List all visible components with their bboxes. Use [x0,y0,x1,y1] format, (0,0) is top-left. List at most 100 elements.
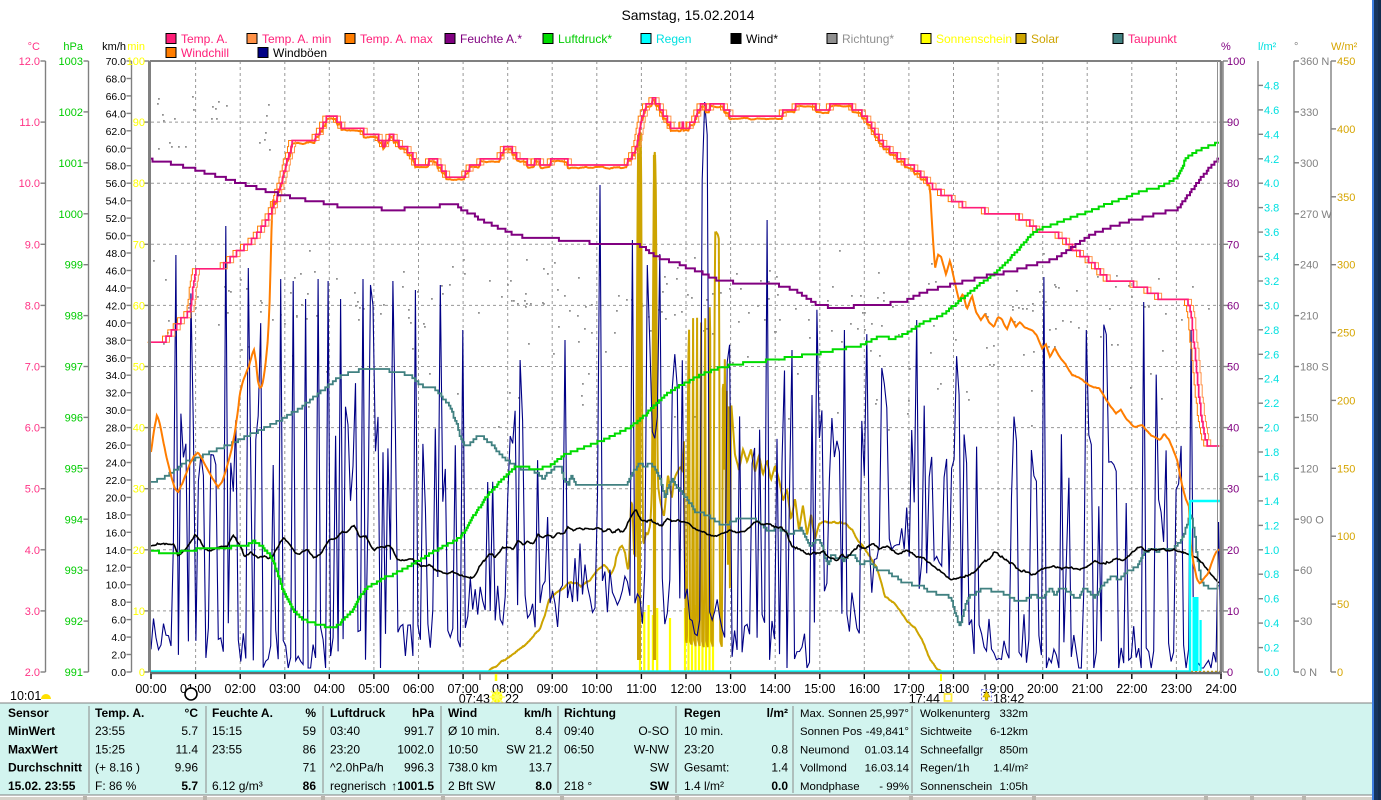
svg-text:06:00: 06:00 [403,682,434,696]
svg-text:23:55: 23:55 [95,724,125,738]
svg-text:60: 60 [133,300,145,312]
svg-text:30.0: 30.0 [106,405,127,417]
svg-text:Wind*: Wind* [746,32,778,46]
svg-text:04:00: 04:00 [314,682,345,696]
svg-text:30: 30 [1300,616,1312,628]
svg-text:300: 300 [1300,158,1318,170]
svg-text:66.0: 66.0 [106,91,127,103]
svg-text:6.0: 6.0 [111,615,126,627]
svg-text:71: 71 [303,761,317,775]
svg-text:Sonnenschein: Sonnenschein [936,32,1012,46]
svg-text:0.2: 0.2 [1264,643,1279,655]
svg-text:0.6: 0.6 [1264,594,1279,606]
svg-text:2.2: 2.2 [1264,398,1279,410]
svg-text:02:00: 02:00 [225,682,256,696]
svg-text:58.0: 58.0 [106,161,127,173]
svg-text:80: 80 [133,178,145,190]
svg-text:8.0: 8.0 [535,779,552,793]
svg-text:Vollmond: Vollmond [800,763,847,775]
svg-text:20: 20 [1227,545,1239,557]
svg-text:3.8: 3.8 [1264,203,1279,215]
svg-text:300: 300 [1337,260,1355,272]
svg-text:Durchschnitt: Durchschnitt [8,761,82,775]
svg-text:86: 86 [303,779,317,793]
svg-text:7.0: 7.0 [25,362,40,374]
svg-text:34.0: 34.0 [106,370,127,382]
svg-text:1.4: 1.4 [1264,496,1279,508]
svg-text:Sonnen Pos: Sonnen Pos [800,726,862,738]
svg-text:850m: 850m [1000,744,1029,756]
svg-text:Schneefallgr: Schneefallgr [920,744,984,756]
svg-text:2.0: 2.0 [1264,423,1279,435]
svg-text:2.8: 2.8 [1264,325,1279,337]
svg-text:1.6: 1.6 [1264,471,1279,483]
svg-text:24:00: 24:00 [1205,682,1236,696]
svg-text:Samstag, 15.02.2014: Samstag, 15.02.2014 [621,7,754,23]
svg-text:hPa: hPa [63,41,83,53]
svg-text:W/m²: W/m² [1331,41,1358,53]
svg-text:0 N: 0 N [1300,667,1317,679]
svg-text:4.2: 4.2 [1264,154,1279,166]
svg-text:km/h: km/h [524,706,552,720]
svg-text:1002: 1002 [59,107,83,119]
svg-text:Temp. A. max: Temp. A. max [360,32,433,46]
svg-text:38.0: 38.0 [106,335,127,347]
svg-text:332m: 332m [1000,708,1029,720]
svg-text:16:00: 16:00 [849,682,880,696]
svg-text:23:20: 23:20 [684,742,714,756]
svg-text:25,997°: 25,997° [870,708,909,720]
svg-text:3.0: 3.0 [25,606,40,618]
svg-text:5.7: 5.7 [181,724,198,738]
svg-text:Sonnenschein: Sonnenschein [920,781,992,793]
svg-text:993: 993 [65,565,83,577]
svg-text:48.0: 48.0 [106,248,127,260]
svg-text:Feuchte A.: Feuchte A. [212,706,273,720]
svg-text:30: 30 [1227,484,1239,496]
svg-text:Max. Sonnen: Max. Sonnen [800,708,867,720]
svg-text:-49,841°: -49,841° [866,726,909,738]
svg-text:68.0: 68.0 [106,73,127,85]
svg-text:80: 80 [1227,178,1239,190]
svg-text:Regen: Regen [656,32,691,46]
svg-text:Regen/1h: Regen/1h [920,763,969,775]
svg-text:14.0: 14.0 [106,545,127,557]
svg-text:1000: 1000 [59,209,83,221]
svg-text:52.0: 52.0 [106,213,127,225]
svg-text:13:00: 13:00 [715,682,746,696]
svg-text:0.8: 0.8 [1264,569,1279,581]
svg-text:12.0: 12.0 [106,562,127,574]
svg-text:90: 90 [133,117,145,129]
svg-text:3.0: 3.0 [1264,300,1279,312]
svg-text:23:00: 23:00 [1161,682,1192,696]
svg-text:Sensor: Sensor [8,706,49,720]
svg-text:42.0: 42.0 [106,300,127,312]
svg-text:350: 350 [1337,192,1355,204]
svg-text:03:40: 03:40 [330,724,360,738]
svg-text:210: 210 [1300,311,1318,323]
svg-text:36.0: 36.0 [106,353,127,365]
svg-text:1:05h: 1:05h [999,781,1028,793]
svg-text:22:00: 22:00 [1116,682,1147,696]
svg-text:2 Bft SW: 2 Bft SW [448,779,496,793]
svg-text:15:25: 15:25 [95,742,125,756]
svg-text:10: 10 [133,606,145,618]
svg-text:3.6: 3.6 [1264,227,1279,239]
svg-text:l/m²: l/m² [767,706,788,720]
svg-text:100: 100 [1337,531,1355,543]
svg-text:%: % [1221,41,1231,53]
svg-text:240: 240 [1300,260,1318,272]
svg-text:5.7: 5.7 [181,779,198,793]
svg-text:0.0: 0.0 [771,779,788,793]
svg-text:20: 20 [133,545,145,557]
svg-text:360 N: 360 N [1300,56,1329,68]
svg-text:2.0: 2.0 [25,667,40,679]
svg-text:10.0: 10.0 [19,178,40,190]
svg-text:00:00: 00:00 [135,682,166,696]
svg-text:60.0: 60.0 [106,143,127,155]
svg-text:100: 100 [127,56,145,68]
svg-text:4.4: 4.4 [1264,129,1279,141]
svg-text:12.0: 12.0 [19,56,40,68]
svg-text:Taupunkt: Taupunkt [1128,32,1177,46]
svg-text:4.0: 4.0 [1264,178,1279,190]
svg-text:5.0: 5.0 [25,484,40,496]
